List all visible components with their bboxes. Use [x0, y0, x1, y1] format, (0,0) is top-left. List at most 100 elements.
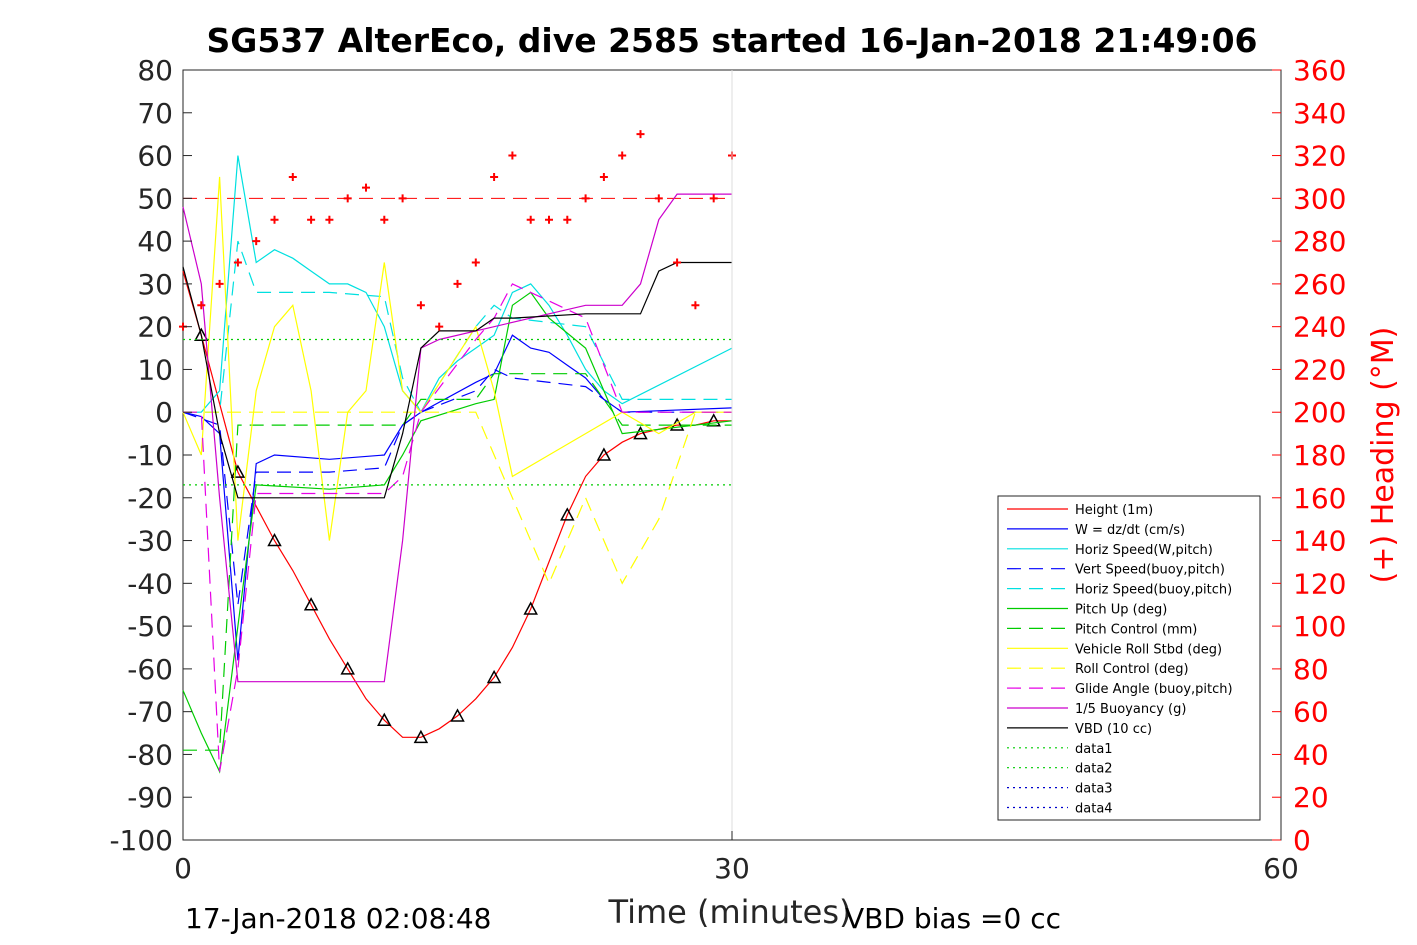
y2-tick-label: 240 — [1293, 311, 1346, 344]
y2-tick-label: 40 — [1293, 738, 1329, 771]
heading-point — [380, 215, 389, 224]
height-triangle — [413, 729, 429, 744]
height-triangle — [486, 669, 502, 684]
y2-tick-label: 120 — [1293, 567, 1346, 600]
y-tick-label: 70 — [137, 97, 173, 130]
heading-point — [270, 215, 279, 224]
series-height-1m — [182, 270, 732, 738]
x-tick-label: 30 — [714, 852, 750, 885]
y2-tick-label: 260 — [1293, 268, 1346, 301]
y-tick-label: 40 — [137, 225, 173, 258]
legend-label: Vehicle Roll Stbd (deg) — [1075, 642, 1222, 657]
heading-point — [252, 237, 261, 246]
legend-label: Height (1m) — [1075, 503, 1153, 518]
legend-label: data1 — [1075, 742, 1113, 757]
y-tick-label: -100 — [109, 824, 173, 857]
legend-label: Horiz Speed(W,pitch) — [1075, 543, 1213, 558]
legend-label: 1/5 Buoyancy (g) — [1075, 702, 1186, 717]
y-tick-label: 50 — [137, 182, 173, 215]
heading-point — [398, 194, 407, 203]
height-triangle — [303, 597, 319, 611]
height-triangle — [596, 447, 612, 461]
y-tick-label: 10 — [137, 353, 173, 386]
height-triangle — [560, 507, 575, 521]
y-tick-label: -80 — [127, 738, 173, 771]
heading-point — [599, 172, 608, 181]
heading-point — [490, 172, 499, 181]
footer-timestamp: 17-Jan-2018 02:08:48 — [185, 902, 491, 935]
legend-label: Pitch Up (deg) — [1075, 603, 1167, 618]
y2-tick-label: 60 — [1293, 696, 1329, 729]
y-tick-label: -90 — [127, 781, 173, 814]
heading-point — [508, 151, 517, 160]
legend-label: VBD (10 cc) — [1075, 722, 1152, 737]
heading-point — [362, 183, 370, 192]
series-horiz-speed-buoy-pitch — [183, 240, 732, 414]
heading-point — [343, 194, 352, 203]
heading-point — [709, 194, 718, 203]
heading-point — [307, 215, 316, 224]
series-vert-speed-buoy-pitch — [182, 368, 732, 605]
axes-layer: 80706050403020100-10-20-30-40-50-60-70-8… — [109, 54, 1346, 885]
y2-tick-label: 80 — [1293, 653, 1329, 686]
legend-label: data3 — [1075, 782, 1113, 797]
series-pitch-control-mm — [183, 373, 732, 751]
y-tick-label: -10 — [127, 439, 173, 472]
series-vehicle-roll-stbd-deg — [182, 176, 732, 541]
x-tick-label: 0 — [174, 852, 192, 885]
y-tick-label: -70 — [127, 696, 173, 729]
height-triangle — [340, 661, 355, 675]
legend-label: Pitch Control (mm) — [1075, 622, 1197, 637]
footer-vbd-bias: VBD bias =0 cc — [845, 902, 1061, 935]
heading-point — [215, 279, 224, 288]
y2-tick-label: 100 — [1293, 610, 1346, 643]
y-tick-label: 30 — [137, 268, 173, 301]
heading-point — [526, 215, 535, 224]
heading-point — [636, 130, 645, 139]
y-tick-label: 20 — [137, 311, 173, 344]
heading-point — [618, 151, 627, 160]
height-triangle — [450, 708, 465, 722]
y2-axis-label: (+) Heading (°M) — [1366, 327, 1401, 584]
y-tick-label: 60 — [137, 140, 173, 173]
height-triangle — [523, 601, 538, 615]
y2-tick-label: 220 — [1293, 353, 1346, 386]
heading-point — [288, 172, 297, 181]
legend-box — [997, 495, 1261, 821]
x-axis-label: Time (minutes) — [608, 893, 852, 931]
series-pitch-up-deg — [182, 291, 733, 774]
y2-tick-label: 200 — [1293, 396, 1346, 429]
y2-tick-label: 0 — [1293, 824, 1311, 857]
y2-tick-label: 340 — [1293, 97, 1346, 130]
y2-tick-label: 280 — [1293, 225, 1346, 258]
legend-label: Horiz Speed(buoy,pitch) — [1075, 583, 1232, 598]
series-w-dz-dt-cm-s — [182, 334, 733, 661]
heading-point — [453, 279, 462, 288]
legend-label: Glide Angle (buoy,pitch) — [1075, 682, 1233, 697]
y2-tick-label: 140 — [1293, 525, 1346, 558]
heading-point — [654, 194, 663, 203]
chart-title: SG537 AlterEco, dive 2585 started 16-Jan… — [206, 21, 1257, 60]
series-vbd-10-cc — [182, 261, 732, 499]
y-tick-label: -60 — [127, 653, 173, 686]
y2-tick-label: 20 — [1293, 781, 1329, 814]
y2-tick-label: 300 — [1293, 182, 1346, 215]
heading-point — [545, 215, 553, 224]
y2-tick-label: 160 — [1293, 482, 1346, 515]
y2-tick-label: 360 — [1293, 54, 1346, 87]
heading-point — [581, 194, 590, 203]
legend-label: data2 — [1075, 762, 1113, 777]
height-triangle — [267, 532, 282, 547]
y-tick-label: -20 — [127, 482, 173, 515]
height-triangle — [194, 327, 209, 341]
heading-point — [691, 301, 700, 310]
heading-point — [325, 215, 334, 224]
y-tick-label: 0 — [155, 396, 173, 429]
y-tick-label: -50 — [127, 610, 173, 643]
heading-point — [673, 258, 682, 267]
legend-label: Roll Control (deg) — [1075, 662, 1189, 677]
heading-point — [435, 322, 444, 331]
legend-label: data4 — [1075, 802, 1113, 817]
x-tick-label: 60 — [1263, 852, 1299, 885]
